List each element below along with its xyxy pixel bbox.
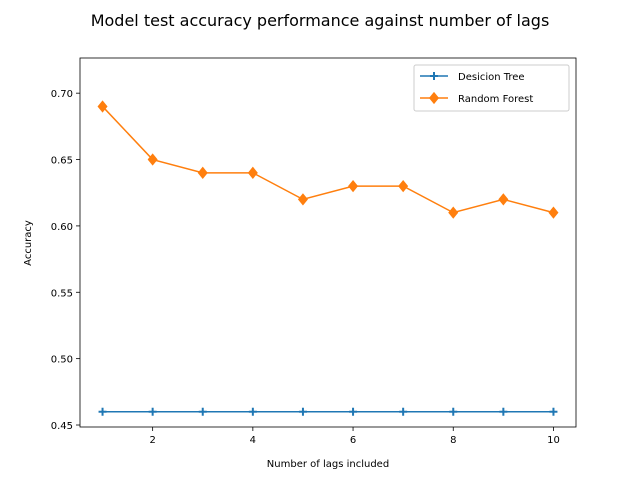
legend-item: Random Forest xyxy=(420,91,533,105)
data-point xyxy=(549,407,558,416)
plot-area xyxy=(79,57,577,428)
data-point xyxy=(247,166,258,179)
chart-title: Model test accuracy performance against … xyxy=(91,11,550,30)
x-tick-label: 8 xyxy=(450,435,456,446)
x-tick-label: 6 xyxy=(350,435,356,446)
series-random-forest xyxy=(97,100,559,219)
data-point xyxy=(148,407,157,416)
data-point xyxy=(98,407,107,416)
x-tick-label: 10 xyxy=(547,435,560,446)
legend-label: Random Forest xyxy=(458,94,533,105)
data-point xyxy=(97,100,108,113)
legend-label: Desicion Tree xyxy=(458,72,525,83)
data-point xyxy=(398,179,409,193)
series-decision-tree xyxy=(98,407,558,416)
data-point xyxy=(197,166,208,179)
legend: Desicion Tree Random Forest xyxy=(413,64,570,112)
data-point xyxy=(448,206,459,219)
x-axis-ticks: 2 4 6 8 10 xyxy=(149,427,560,446)
data-point xyxy=(498,193,509,206)
series-line xyxy=(101,105,554,214)
y-tick-label: 0.70 xyxy=(51,89,73,100)
legend-marker xyxy=(430,72,438,80)
y-axis-label: Accuracy xyxy=(23,220,34,266)
plot-frame xyxy=(79,57,577,428)
y-tick-label: 0.60 xyxy=(51,222,73,233)
series-layer xyxy=(97,100,559,416)
data-point xyxy=(147,153,158,166)
legend-marker xyxy=(428,91,440,105)
data-point xyxy=(449,407,458,416)
y-tick-label: 0.45 xyxy=(51,421,73,432)
data-point xyxy=(198,407,207,416)
y-tick-label: 0.65 xyxy=(51,156,73,167)
y-tick-label: 0.50 xyxy=(51,355,73,366)
x-axis-label: Number of lags included xyxy=(267,459,389,470)
data-point xyxy=(349,407,358,416)
x-tick-label: 4 xyxy=(250,435,256,446)
data-point xyxy=(248,407,257,416)
data-point xyxy=(499,407,508,416)
legend-item: Desicion Tree xyxy=(420,72,525,83)
legend-box xyxy=(413,64,570,112)
x-tick-label: 2 xyxy=(149,435,155,446)
y-tick-label: 0.55 xyxy=(51,288,73,299)
data-point xyxy=(348,179,359,193)
y-axis-ticks: 0.45 0.50 0.55 0.60 0.65 0.70 xyxy=(51,89,80,432)
data-point xyxy=(298,407,307,416)
data-point xyxy=(399,407,408,416)
data-point xyxy=(297,193,308,206)
data-point xyxy=(548,206,559,219)
